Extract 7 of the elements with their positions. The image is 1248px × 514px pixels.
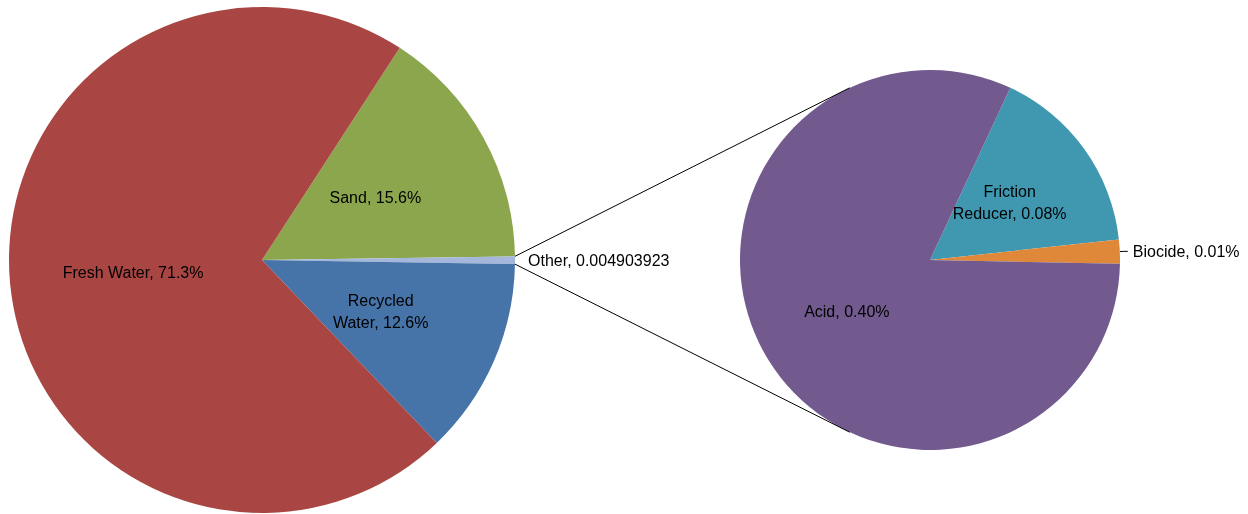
slice-label: Acid, 0.40% [804,303,890,321]
slice-label: Recycled Water, 12.6% [332,292,429,332]
slice-label: Fresh Water, 71.3% [62,263,204,281]
slice-label: Other, 0.004903923 [528,251,670,269]
slice-label: Friction Reducer, 0.08% [952,183,1067,223]
slice-label: Sand, 15.6% [329,188,422,206]
slice-label: Biocide, 0.01% [1132,242,1240,260]
